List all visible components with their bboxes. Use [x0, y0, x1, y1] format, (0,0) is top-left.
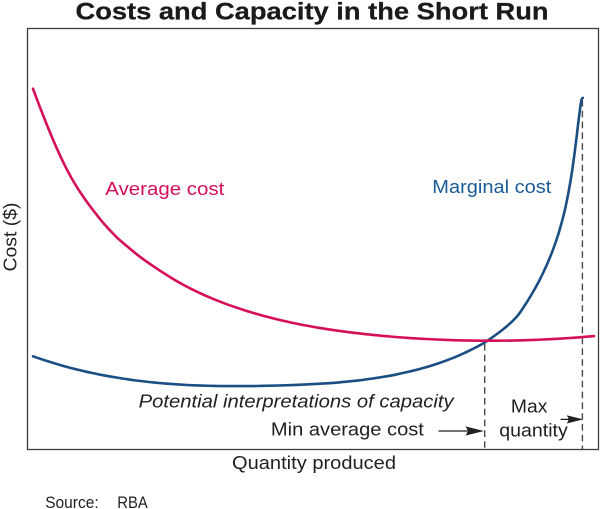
svg-text:Min average cost: Min average cost [271, 419, 424, 439]
svg-text:Quantity produced: Quantity produced [232, 453, 396, 473]
svg-text:Cost ($): Cost ($) [1, 203, 21, 272]
svg-text:Source:: Source: [45, 493, 98, 509]
svg-text:Marginal cost: Marginal cost [432, 177, 551, 197]
svg-text:Potential interpretations of c: Potential interpretations of capacity [139, 392, 455, 412]
svg-text:Costs and Capacity in the Shor: Costs and Capacity in the Short Run [75, 0, 548, 25]
svg-text:Max: Max [511, 397, 548, 417]
svg-text:quantity: quantity [499, 420, 568, 440]
svg-text:RBA: RBA [117, 493, 148, 509]
svg-text:Average cost: Average cost [105, 179, 224, 199]
